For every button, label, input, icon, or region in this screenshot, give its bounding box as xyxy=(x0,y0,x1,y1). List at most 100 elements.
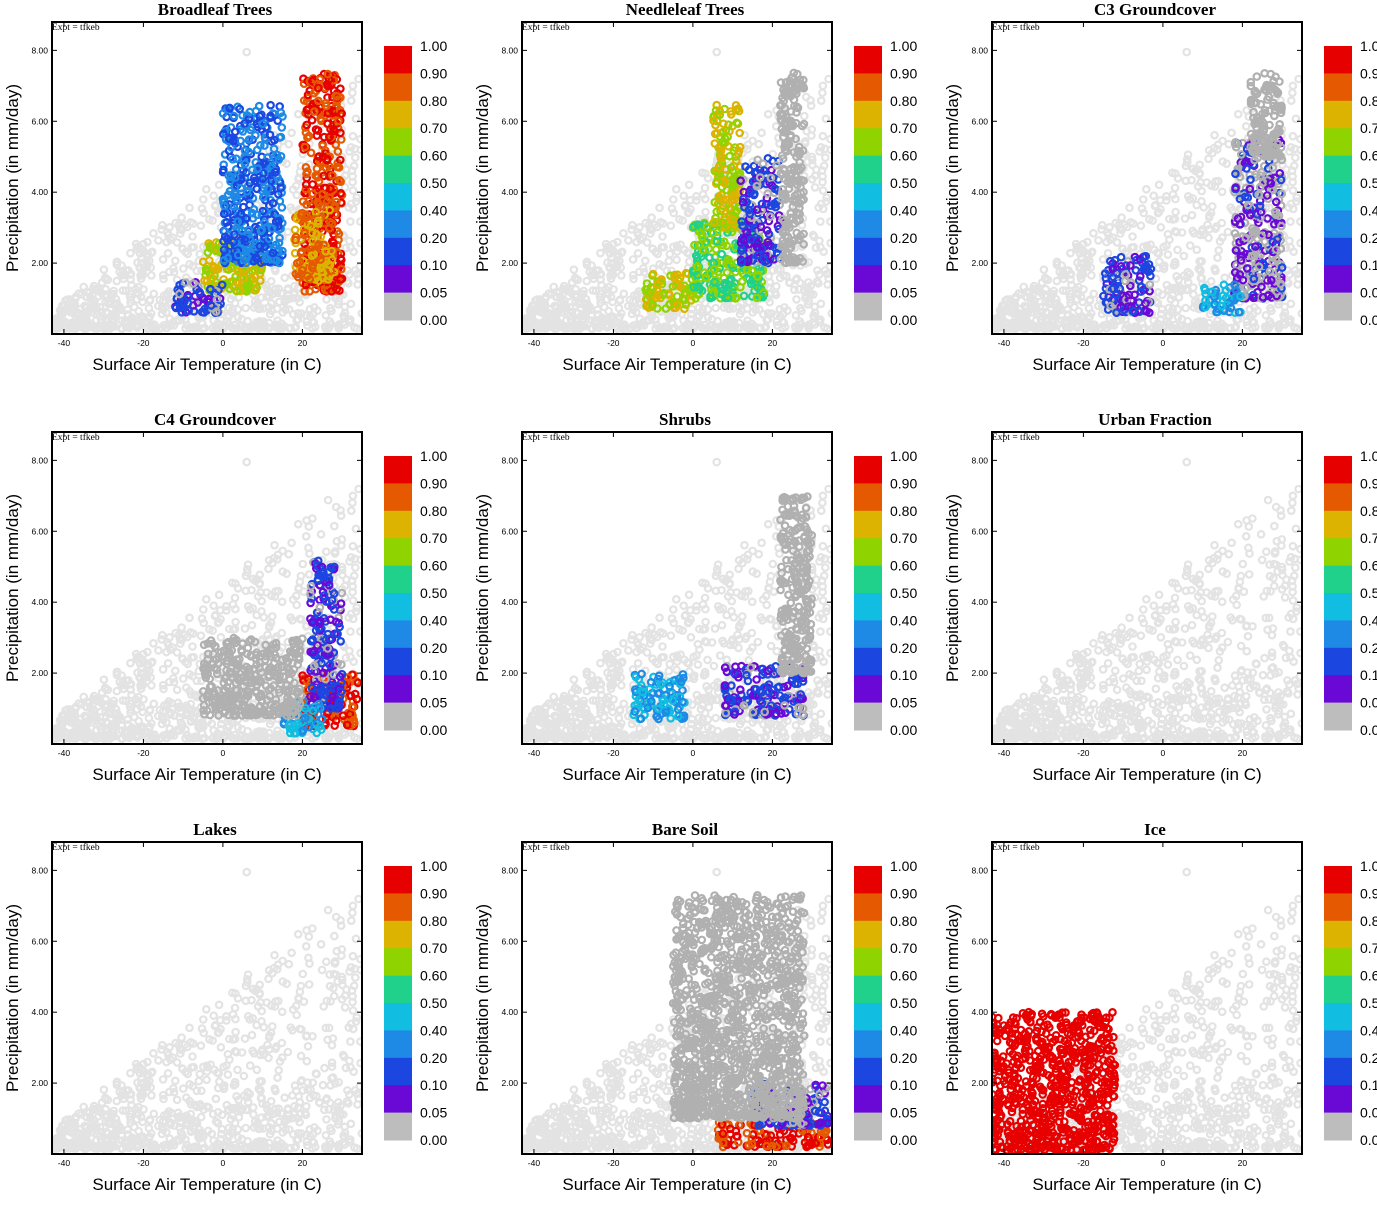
background-point xyxy=(346,148,352,154)
chart-title: Needleleaf Trees xyxy=(626,0,745,19)
colorbar-segment xyxy=(854,156,882,184)
colorbar-segment xyxy=(384,238,412,266)
background-point xyxy=(151,291,157,297)
colorbar-label: 0.90 xyxy=(890,65,917,81)
background-point xyxy=(635,250,641,256)
background-point xyxy=(713,305,719,311)
background-point xyxy=(1078,255,1084,261)
colorbar-segment xyxy=(384,265,412,293)
background-point xyxy=(1088,272,1094,278)
background-point xyxy=(598,282,604,288)
data-point xyxy=(298,250,304,256)
expt-label: Expt = tfkeb xyxy=(522,22,570,33)
background-point xyxy=(1222,275,1228,281)
data-point xyxy=(279,124,285,130)
background-point xyxy=(1189,212,1195,218)
background-point xyxy=(295,176,301,182)
background-point xyxy=(282,275,288,281)
background-point xyxy=(820,133,826,139)
data-point xyxy=(313,286,319,292)
background-point xyxy=(617,297,623,303)
background-point xyxy=(784,308,790,314)
background-point xyxy=(673,257,679,263)
background-point xyxy=(669,320,675,326)
colorbar-segment xyxy=(854,210,882,238)
background-point xyxy=(608,255,614,261)
background-point xyxy=(323,296,329,302)
background-point xyxy=(1103,239,1109,245)
background-point xyxy=(822,154,828,160)
background-point xyxy=(686,182,692,188)
x-tick-label: 20 xyxy=(768,338,778,348)
background-point xyxy=(1187,242,1193,248)
colorbar-label: 0.80 xyxy=(420,93,447,109)
colorbar-label: 0.20 xyxy=(890,230,917,246)
background-point xyxy=(285,229,291,235)
background-point xyxy=(1220,158,1226,164)
background-point xyxy=(180,265,186,271)
points-layer xyxy=(49,49,365,332)
background-point xyxy=(1294,281,1300,287)
background-point xyxy=(807,97,813,103)
background-point xyxy=(288,130,294,136)
background-point xyxy=(1141,210,1147,216)
background-point xyxy=(758,130,764,136)
x-tick-label: -20 xyxy=(607,338,620,348)
background-point xyxy=(124,306,130,312)
background-point xyxy=(1183,305,1189,311)
background-point xyxy=(791,287,797,293)
colorbar-segment xyxy=(854,265,882,293)
background-point xyxy=(702,209,708,215)
background-point xyxy=(1068,282,1074,288)
background-point xyxy=(295,111,301,117)
background-point xyxy=(125,267,131,273)
x-axis-label: Surface Air Temperature (in C) xyxy=(92,355,321,374)
colorbar-segment xyxy=(384,101,412,129)
data-point xyxy=(765,190,771,196)
colorbar-label: 0.70 xyxy=(420,120,447,136)
x-axis-label: Surface Air Temperature (in C) xyxy=(562,355,791,374)
background-point xyxy=(818,98,824,104)
colorbar-label: 0.60 xyxy=(420,148,447,164)
background-point xyxy=(1087,297,1093,303)
background-point xyxy=(687,197,693,203)
background-point xyxy=(350,83,356,89)
background-point xyxy=(1204,179,1210,185)
background-point xyxy=(119,312,125,318)
background-point xyxy=(812,184,818,190)
background-point xyxy=(614,239,620,245)
background-point xyxy=(165,250,171,256)
data-point xyxy=(712,122,718,128)
background-point xyxy=(1198,198,1204,204)
background-point xyxy=(1219,189,1225,195)
background-point xyxy=(1182,215,1188,221)
background-point xyxy=(1289,90,1295,96)
background-point xyxy=(1041,267,1047,273)
background-point xyxy=(673,186,679,192)
colorbar-segment xyxy=(384,293,412,321)
background-point xyxy=(793,296,799,302)
y-axis-label: Precipitation (in mm/day) xyxy=(473,84,492,272)
x-tick-label: 0 xyxy=(221,338,226,348)
background-point xyxy=(294,192,300,198)
data-point xyxy=(1147,273,1153,279)
colorbar-label: 0.05 xyxy=(890,285,917,301)
colorbar-segment xyxy=(384,156,412,184)
background-point xyxy=(1243,123,1249,129)
data-point xyxy=(292,227,298,233)
background-point xyxy=(569,280,575,286)
background-point xyxy=(808,132,814,138)
background-point xyxy=(648,214,654,220)
background-point xyxy=(1172,209,1178,215)
data-point xyxy=(240,204,246,210)
background-point xyxy=(1075,322,1081,328)
expt-label: Expt = tfkeb xyxy=(52,22,100,33)
colorbar-segment xyxy=(384,210,412,238)
colorbar-segment xyxy=(384,183,412,211)
points-layer xyxy=(989,49,1305,332)
colorbar-segment xyxy=(384,128,412,156)
background-point xyxy=(571,267,577,273)
y-tick-label: 4.00 xyxy=(501,187,518,197)
